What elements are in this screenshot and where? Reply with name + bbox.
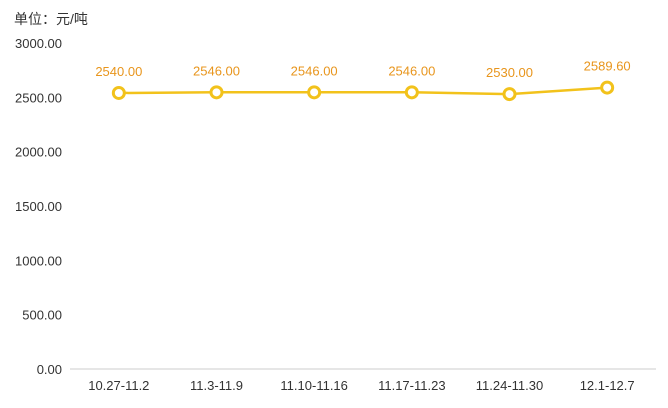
y-tick-label: 3000.00	[15, 36, 62, 51]
x-tick-label: 10.27-11.2	[88, 378, 149, 393]
y-tick-label: 2500.00	[15, 90, 62, 105]
y-tick-label: 1500.00	[15, 199, 62, 214]
y-axis: 0.00 500.00 1000.00 1500.00 2000.00 2500.00 30…	[15, 36, 62, 377]
data-label: 2546.00	[388, 63, 435, 78]
x-tick-label: 11.24-11.30	[476, 378, 543, 393]
y-tick-label: 1000.00	[15, 253, 62, 268]
data-label: 2540.00	[95, 64, 142, 79]
series-line	[117, 86, 609, 96]
y-tick-label: 2000.00	[15, 145, 62, 160]
data-point	[307, 85, 322, 100]
y-tick-label: 0.00	[37, 362, 62, 377]
x-tick-label: 11.3-11.9	[190, 378, 243, 393]
series-group	[111, 80, 615, 102]
unit-label: 单位：元/吨	[14, 11, 88, 27]
data-label: 2589.60	[584, 59, 631, 74]
data-point	[404, 85, 419, 100]
data-point	[209, 85, 224, 100]
data-point	[111, 85, 126, 100]
data-point	[600, 80, 615, 95]
x-tick-label: 12.1-12.7	[580, 378, 635, 393]
x-tick-label: 11.10-11.16	[280, 378, 347, 393]
x-tick-label: 11.17-11.23	[378, 378, 445, 393]
data-labels: 2540.00 2546.00 2546.00 2546.00 2530.00 2589.…	[95, 59, 630, 80]
x-axis: 10.27-11.2 11.3-11.9 11.10-11.16 11.17-11.2…	[70, 368, 656, 393]
data-label: 2546.00	[291, 63, 338, 78]
data-label: 2546.00	[193, 63, 240, 78]
data-point	[502, 87, 517, 102]
data-label: 2530.00	[486, 65, 533, 80]
y-tick-label: 500.00	[22, 308, 62, 323]
